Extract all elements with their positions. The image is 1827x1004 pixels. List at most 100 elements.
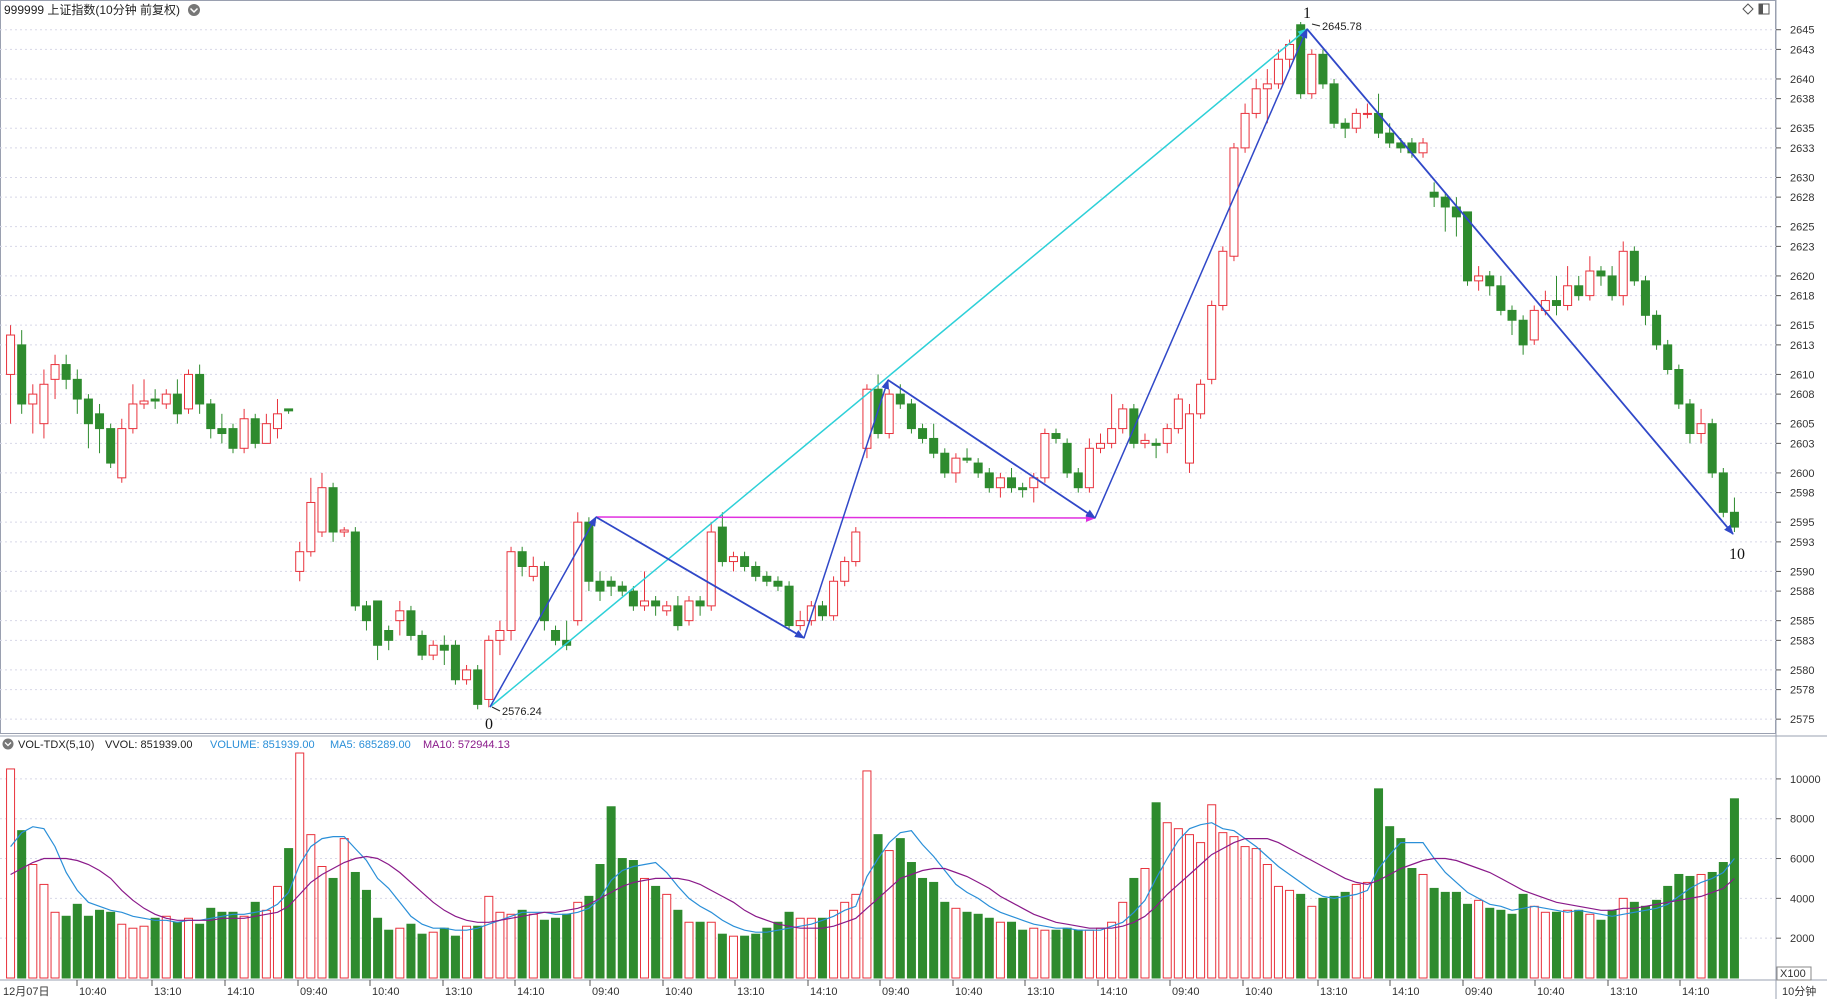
time-tick-label: 10:40 <box>372 986 400 998</box>
candle <box>673 596 683 631</box>
chevron-down-icon[interactable] <box>188 4 200 16</box>
volume-bar <box>417 933 427 979</box>
volume-bar <box>172 921 182 979</box>
candle-body <box>906 403 916 430</box>
price-tick-label: 2615 <box>1790 320 1814 332</box>
candle-body <box>1196 383 1206 415</box>
candle <box>1273 49 1283 89</box>
candle-body <box>150 398 160 402</box>
candle <box>473 664 483 710</box>
candle-body <box>751 565 761 577</box>
candle-body <box>1463 211 1473 282</box>
candle-body <box>951 457 961 474</box>
candle <box>1229 142 1239 262</box>
volume-bar <box>817 917 827 979</box>
volume-bar <box>428 931 438 979</box>
candle-body <box>1362 112 1372 115</box>
volume-bar <box>450 935 460 979</box>
time-tick-label: 09:40 <box>882 986 910 998</box>
candle-body <box>1140 439 1150 444</box>
candle <box>1218 246 1228 311</box>
volume-bar <box>1451 891 1461 979</box>
candle-body <box>250 418 260 444</box>
candle-body <box>195 373 205 405</box>
candle <box>106 423 116 468</box>
volume-bar <box>662 893 672 979</box>
candle-body <box>984 472 994 489</box>
candle <box>551 625 561 646</box>
candle <box>1062 438 1072 478</box>
candle <box>1629 246 1639 286</box>
candle <box>851 527 861 567</box>
candle <box>1285 39 1295 70</box>
candle <box>1151 438 1161 459</box>
candle <box>1040 428 1050 483</box>
volume-bar <box>773 921 783 979</box>
candle <box>1652 310 1662 350</box>
volume-bar <box>1296 893 1306 979</box>
volume-bar <box>272 885 282 979</box>
volume-bar <box>1374 788 1384 979</box>
diamond-icon[interactable] <box>1742 3 1754 15</box>
volume-bar <box>117 923 127 979</box>
volume-bar <box>784 911 794 979</box>
candle-body <box>1652 314 1662 346</box>
volume-bar <box>1663 885 1673 979</box>
volume-bar <box>1407 867 1417 979</box>
volume-bar <box>1574 909 1584 979</box>
candle <box>918 423 928 444</box>
volume-bar <box>973 913 983 979</box>
candle-body <box>1563 285 1573 306</box>
candle <box>128 384 138 434</box>
volume-bar <box>317 866 327 979</box>
candle-body <box>817 605 827 617</box>
indicator-dropdown-icon[interactable] <box>2 738 14 750</box>
volume-bar <box>940 901 950 979</box>
volume-bar <box>95 909 105 979</box>
candle-body <box>995 477 1005 489</box>
panel-icon[interactable] <box>1758 3 1770 15</box>
candle <box>228 423 238 454</box>
candle <box>706 522 716 611</box>
candle-body <box>1262 83 1272 90</box>
price-tick-label: 2623 <box>1790 241 1814 253</box>
volume-bar <box>851 893 861 979</box>
candle-body <box>1107 428 1117 444</box>
high-price-label: 2645.78 <box>1322 21 1362 33</box>
candle-body <box>1474 275 1484 282</box>
candle-body <box>1007 477 1017 489</box>
volume-bar <box>1240 846 1250 979</box>
price-axis: 2575 2578 2580 2583 2585 2588 2590 2593 2595 2598… <box>1776 25 1814 726</box>
candle <box>462 664 472 685</box>
volume-bar <box>1529 905 1539 979</box>
volume-bar <box>1551 911 1561 979</box>
candle <box>1129 403 1139 449</box>
candle <box>384 625 394 651</box>
volume-bar <box>1307 905 1317 979</box>
price-tick-label: 2583 <box>1790 635 1814 647</box>
volume-bar <box>1540 911 1550 979</box>
candle-body <box>1318 53 1328 85</box>
candle-body <box>1596 270 1606 277</box>
candle-body <box>1073 472 1083 489</box>
volume-bar <box>962 911 972 979</box>
candle <box>1084 438 1094 493</box>
candle-body <box>350 531 360 607</box>
volume-bar <box>1118 901 1128 979</box>
candle-body <box>39 383 49 425</box>
candle-body <box>617 585 627 592</box>
candle <box>684 596 694 626</box>
candle-body <box>762 575 772 582</box>
candle <box>1607 266 1617 301</box>
candle-body <box>851 531 861 563</box>
candle-body <box>1385 132 1395 144</box>
candle-body <box>528 565 538 577</box>
volume-bar <box>1184 834 1194 979</box>
volume-bar <box>951 907 961 979</box>
candle-body <box>1240 112 1250 149</box>
volume-bar <box>1351 883 1361 979</box>
candle-body <box>829 580 839 617</box>
candle <box>1418 138 1428 158</box>
price-tick-label: 2605 <box>1790 419 1814 431</box>
